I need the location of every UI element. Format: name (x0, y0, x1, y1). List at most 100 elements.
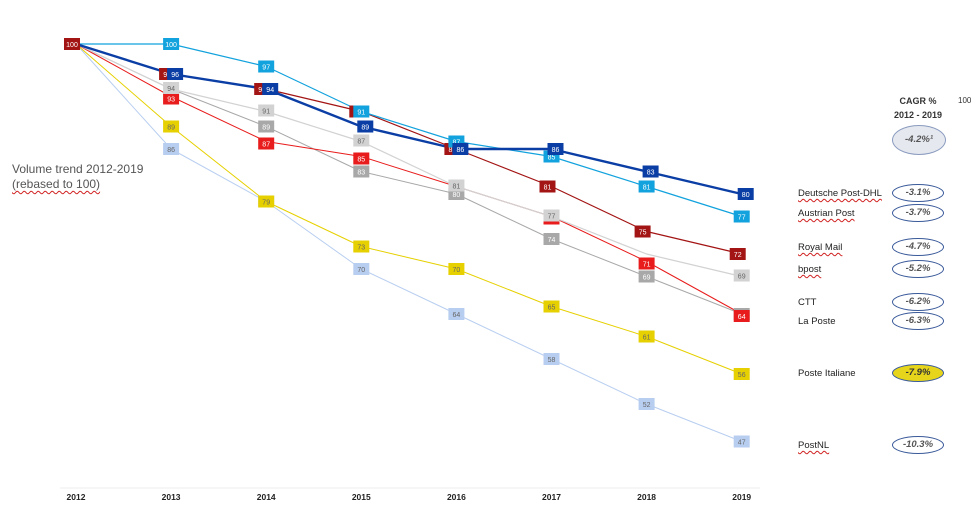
data-label-box (353, 263, 370, 275)
data-label: 94 (266, 87, 274, 94)
cagr-header: CAGR % 2012 - 2019 (882, 94, 954, 122)
data-label-box (258, 104, 275, 117)
x-tick-label: 2013 (162, 492, 181, 502)
data-label-box (638, 398, 655, 410)
data-label: 91 (357, 110, 365, 117)
legend-series-name: CTT (798, 297, 817, 308)
data-label: 70 (453, 267, 461, 274)
data-label: 75 (639, 230, 647, 237)
x-tick-label: 2012 (67, 492, 86, 502)
legend-series-name: PostNL (798, 440, 830, 451)
data-label-box (448, 308, 465, 320)
data-label: 58 (548, 357, 556, 364)
data-label: 87 (262, 142, 270, 149)
data-label-box (353, 240, 370, 253)
x-tick-label: 2019 (732, 492, 751, 502)
chart-side-label: Volume trend 2012-2019 (rebased to 100) (12, 162, 143, 192)
legend-series-name: La Poste (798, 316, 836, 327)
data-label-box (543, 300, 560, 313)
data-label: 85 (548, 155, 556, 162)
data-label-box (543, 209, 560, 222)
data-label: 61 (643, 335, 651, 342)
data-label-box (258, 120, 275, 133)
cagr-value-oval: -7.9% (892, 364, 944, 382)
data-label-box (733, 435, 750, 448)
data-label-box (642, 165, 659, 178)
data-label-box (258, 195, 275, 208)
data-label: 77 (738, 215, 746, 222)
data-label-box (737, 188, 754, 200)
data-label: 71 (643, 262, 651, 269)
data-label-box (448, 263, 465, 275)
cagr-average-oval: -4.2%¹ (892, 125, 946, 155)
series-line (76, 43, 742, 218)
data-label-box (729, 248, 746, 260)
data-label: 86 (457, 147, 465, 154)
data-label-box (539, 180, 556, 193)
data-label-box (733, 269, 750, 282)
data-label: 47 (738, 440, 746, 447)
data-label: 81 (643, 185, 651, 192)
data-label-box (353, 105, 370, 118)
series-line (75, 42, 742, 196)
data-label-box (64, 38, 80, 50)
cagr-value-oval: -5.2% (892, 260, 944, 278)
data-label: 72 (734, 252, 742, 259)
data-label: 73 (357, 245, 365, 252)
data-label-box (638, 180, 655, 193)
cagr-value-oval: -6.2% (892, 293, 944, 311)
data-label: 64 (738, 314, 746, 321)
data-label-box (163, 143, 180, 155)
data-label: 86 (552, 147, 560, 154)
data-label-box (163, 82, 180, 94)
cagr-value-oval: -3.1% (892, 184, 944, 202)
data-label: 81 (544, 185, 552, 192)
cagr-header-line1: CAGR % (899, 96, 937, 106)
data-label: 52 (643, 402, 651, 409)
data-label: 79 (262, 200, 270, 207)
x-tick-label: 2014 (257, 492, 276, 502)
data-label: 91 (262, 109, 270, 116)
data-label-box (357, 120, 374, 133)
series-line (75, 43, 742, 315)
data-label-box (547, 143, 564, 155)
x-tick-label: 2017 (542, 492, 561, 502)
data-label: 89 (167, 125, 175, 132)
data-label: 65 (548, 305, 556, 312)
cagr-header-corner: 100 (958, 96, 972, 105)
data-label: 74 (548, 237, 556, 244)
data-label: 80 (742, 192, 750, 199)
cagr-value-oval: -4.7% (892, 238, 944, 256)
series-line (75, 43, 742, 278)
data-label-box (163, 120, 180, 133)
data-label: 77 (548, 214, 556, 221)
data-label: 64 (453, 312, 461, 319)
data-label-box (638, 257, 655, 270)
data-label-box (543, 233, 560, 245)
legend-series-name: Royal Mail (798, 242, 843, 253)
data-label: 83 (357, 170, 365, 177)
data-label: 69 (738, 274, 746, 281)
data-label-box (733, 310, 750, 322)
data-label: 70 (357, 267, 365, 274)
legend-series-name: Deutsche Post-DHL (798, 188, 882, 199)
data-label: 56 (738, 372, 746, 379)
data-label-box (167, 68, 184, 80)
x-tick-label: 2016 (447, 492, 466, 502)
data-label: 85 (357, 157, 365, 164)
data-label: 83 (647, 170, 655, 177)
data-label-box (353, 152, 370, 165)
data-label-box (448, 179, 465, 192)
data-label: 89 (262, 125, 270, 132)
side-label-line1: Volume trend 2012-2019 (12, 162, 144, 176)
data-label-box (543, 353, 560, 365)
cagr-value-oval: -3.7% (892, 204, 944, 222)
x-tick-label: 2018 (637, 492, 656, 502)
x-tick-label: 2015 (352, 492, 371, 502)
data-label-box (262, 83, 279, 95)
legend-series-name: Austrian Post (798, 208, 855, 219)
data-label: 93 (167, 97, 175, 104)
series-line (75, 43, 742, 442)
data-label: 100 (165, 42, 177, 49)
